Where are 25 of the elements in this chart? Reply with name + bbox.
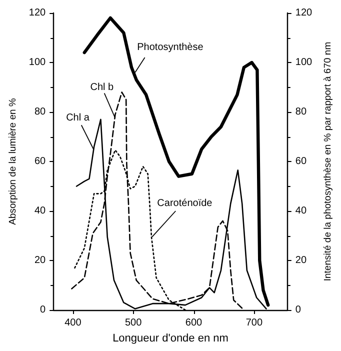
y2-tick-label: 120 (295, 8, 313, 18)
y2-tick-label: 20 (295, 255, 307, 266)
series-label: Chl a (66, 112, 90, 124)
y-tick-label: 0 (40, 304, 46, 316)
series-label: Photosynthèse (137, 42, 204, 54)
y-tick-label: 100 (28, 57, 46, 68)
x-tick-label: 500 (124, 318, 142, 328)
y2-axis-title: Intensité de la photosynthèse en % par rapport à 670 nm (322, 42, 334, 282)
y-axis-title: Absorption de la lumière en % (8, 98, 18, 225)
y2-tick-label: 80 (295, 106, 307, 118)
y2-tick-label: 40 (295, 206, 307, 216)
x-tick-label: 600 (185, 318, 203, 328)
y2-tick-label: 0 (295, 304, 302, 316)
y2-tick-label: 100 (295, 57, 313, 68)
x-tick-label: 700 (246, 318, 263, 328)
y-tick-label: 80 (34, 106, 46, 118)
y-tick-label: 20 (34, 255, 46, 266)
y-tick-label: 60 (34, 156, 46, 167)
y2-tick-label: 60 (295, 156, 307, 167)
x-tick-label: 400 (64, 318, 82, 328)
series-label: Chl b (90, 82, 114, 93)
series-label: Caroténoïde (157, 198, 213, 210)
y-tick-label: 120 (28, 8, 46, 18)
y-tick-label: 40 (34, 206, 46, 216)
x-axis-title: Longueur d'onde en nm (112, 332, 228, 344)
